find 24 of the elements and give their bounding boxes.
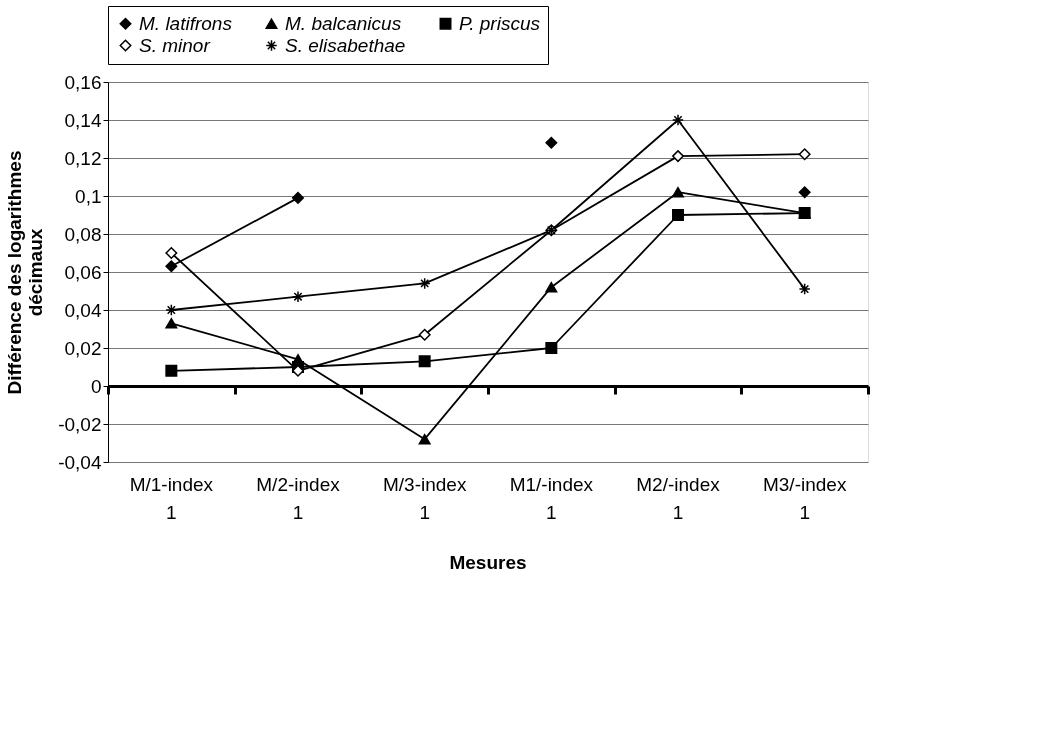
y-tick-label: -0,02 xyxy=(58,413,102,435)
legend-label: S. minor xyxy=(139,34,211,56)
y-tick-label: 0,14 xyxy=(64,109,102,131)
y-tick-label: 0,04 xyxy=(64,299,102,321)
x-tick-label: M/1-index 1 xyxy=(129,474,214,523)
x-tick-label: M1/-index 1 xyxy=(509,474,594,523)
legend-label: M. balcanicus xyxy=(285,12,402,34)
y-tick-label: 0,02 xyxy=(64,337,102,359)
x-tick-label: M3/-index 1 xyxy=(762,474,847,523)
legend-label: S. elisabethae xyxy=(285,34,406,56)
legend-label: M. latifrons xyxy=(139,12,233,34)
y-axis-title: Différence des logarithmes décimaux xyxy=(4,150,47,395)
y-tick-label: -0,04 xyxy=(58,451,102,473)
x-tick-label: M/2-index 1 xyxy=(256,474,341,523)
x-axis-title: Mesures xyxy=(449,552,527,573)
y-tick-label: 0,08 xyxy=(64,223,102,245)
legend-label: P. priscus xyxy=(459,12,541,34)
y-tick-label: 0,1 xyxy=(75,185,102,207)
y-tick-label: 0,12 xyxy=(64,147,102,169)
x-tick-label: M2/-index 1 xyxy=(636,474,721,523)
y-tick-label: 0,16 xyxy=(64,71,102,93)
y-tick-label: 0,06 xyxy=(64,261,102,283)
x-tick-label: M/3-index 1 xyxy=(382,474,467,523)
y-tick-label: 0 xyxy=(90,375,102,397)
